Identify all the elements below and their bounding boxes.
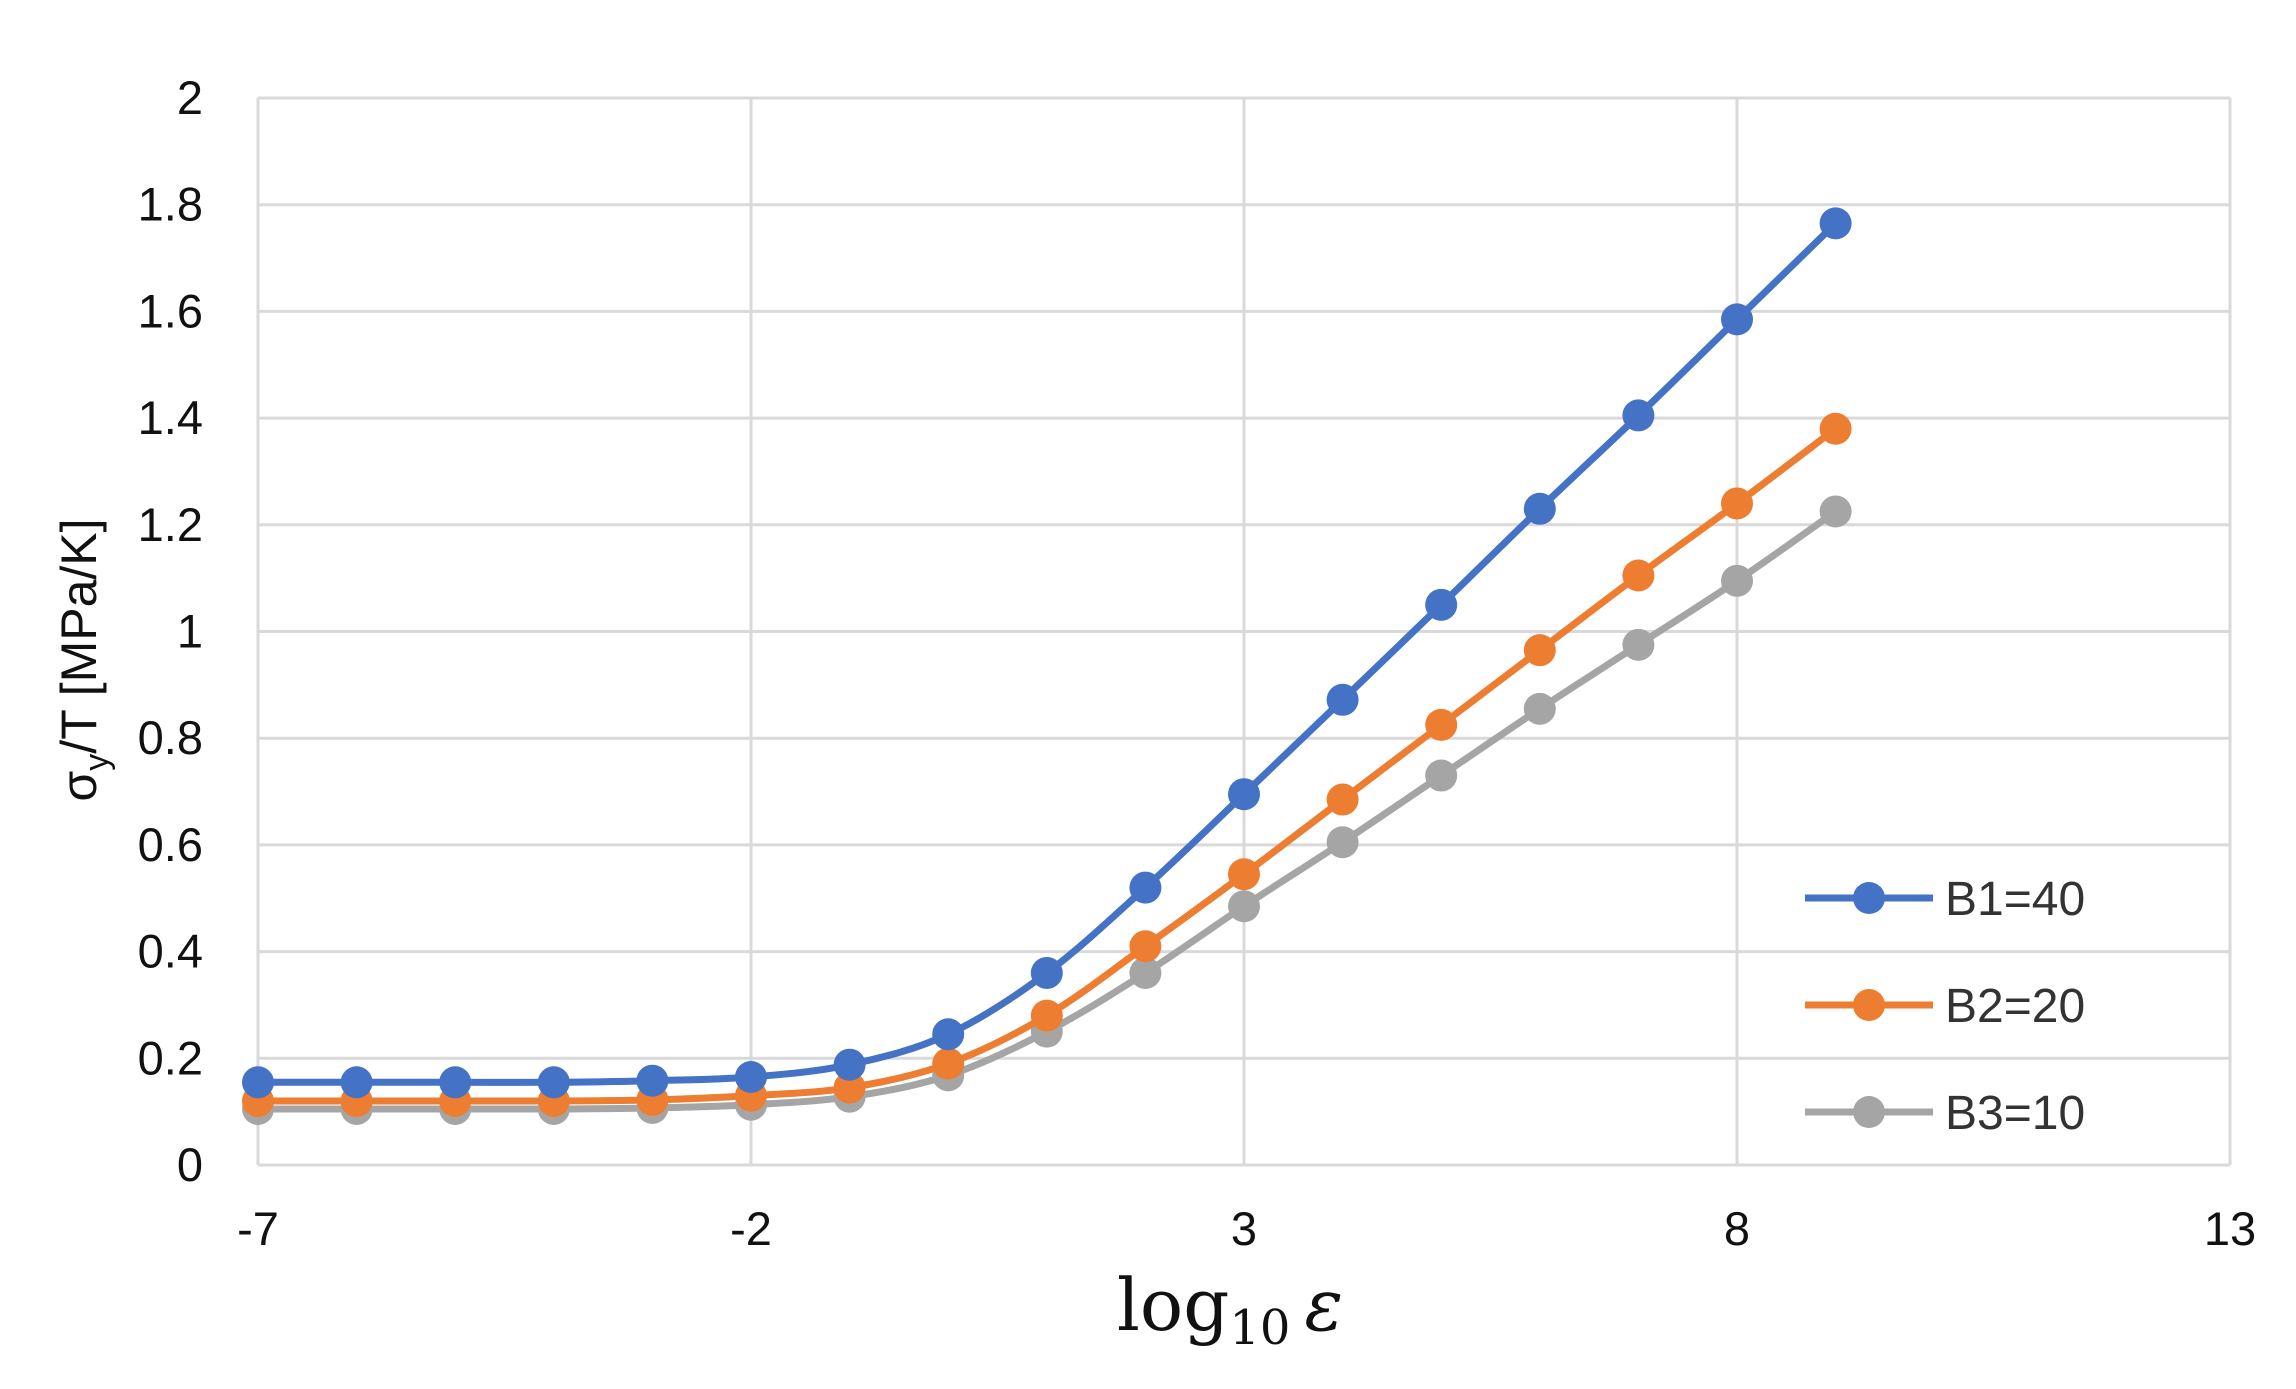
data-point	[1819, 495, 1852, 528]
data-point	[1228, 858, 1260, 891]
data-point	[537, 1066, 570, 1099]
y-tick-label: 0.4	[138, 925, 203, 978]
legend-label: B2=20	[1945, 980, 2085, 1033]
x-tick-label: -7	[237, 1202, 279, 1255]
legend-label: B1=40	[1945, 873, 2085, 926]
data-point	[1425, 588, 1458, 621]
data-point	[1030, 956, 1063, 989]
data-point	[932, 1047, 965, 1080]
data-point	[636, 1064, 669, 1097]
y-tick-label: 1.8	[138, 178, 203, 231]
x-tick-label: 3	[1231, 1202, 1257, 1255]
y-tick-label: 0.8	[138, 711, 203, 764]
data-point	[1228, 778, 1260, 811]
y-tick-label: 1	[177, 605, 203, 658]
legend-item: B3=10	[1805, 1087, 2085, 1140]
data-point	[932, 1018, 965, 1051]
y-axis-title: σy/T [MPa/K]	[51, 518, 116, 801]
data-point	[735, 1060, 767, 1093]
y-tick-label: 0.2	[138, 1031, 203, 1084]
y-tick-label: 1.2	[138, 498, 203, 551]
series-line	[254, 219, 1840, 1086]
data-point	[1030, 999, 1063, 1032]
x-axis-title: log10 ε	[1117, 1263, 1343, 1356]
y-tick-label: 2	[177, 71, 203, 124]
data-point	[340, 1066, 373, 1099]
data-point	[1622, 399, 1655, 432]
data-point	[1326, 783, 1359, 816]
data-point	[1523, 492, 1556, 525]
series-layer	[242, 207, 1852, 1125]
data-point	[1129, 930, 1162, 963]
data-point	[1721, 487, 1753, 520]
data-point	[1425, 708, 1458, 741]
y-axis-title-symbol: σ	[51, 771, 107, 802]
data-point	[833, 1071, 866, 1104]
data-point	[1819, 412, 1852, 445]
data-point	[1326, 826, 1359, 859]
data-point	[1523, 692, 1556, 725]
data-point	[1721, 303, 1753, 336]
axes: 0 0.2 0.4 0.6 0.8 1 1.2 1.4 1.6 1.8 2 -7 -2 3 8 13	[138, 71, 2256, 1255]
data-point	[1622, 559, 1655, 592]
y-tick-label: 0.6	[138, 818, 203, 871]
data-point	[1326, 683, 1359, 716]
data-point	[1819, 207, 1852, 240]
data-point	[1622, 628, 1655, 661]
x-axis-title-variable: ε	[1304, 1263, 1343, 1347]
legend-marker	[1853, 989, 1885, 1021]
data-point	[1425, 759, 1458, 792]
legend-item: B1=40	[1805, 873, 2085, 926]
y-tick-label: 1.6	[138, 284, 203, 337]
legend-item: B2=20	[1805, 980, 2085, 1033]
data-point	[242, 1066, 274, 1099]
data-point	[1721, 564, 1753, 597]
data-point	[1228, 890, 1260, 923]
x-tick-label: 13	[2204, 1202, 2256, 1255]
data-point	[439, 1066, 472, 1099]
legend-marker	[1853, 1096, 1885, 1128]
x-tick-label: 8	[1724, 1202, 1750, 1255]
x-axis-title-subscript: 10	[1229, 1300, 1290, 1356]
data-point	[1129, 956, 1162, 989]
data-point	[1129, 871, 1162, 904]
y-tick-label: 0	[177, 1138, 203, 1191]
series-B1=40	[242, 207, 1852, 1099]
legend-label: B3=10	[1945, 1087, 2085, 1140]
y-axis-title-rest: /T [MPa/K]	[51, 518, 107, 753]
y-axis-title-subscript: y	[78, 754, 116, 771]
gridlines	[256, 96, 2232, 1167]
legend: B1=40 B2=20 B3=10	[1805, 873, 2085, 1140]
series-B2=20	[242, 412, 1852, 1117]
y-tick-label: 1.4	[138, 391, 203, 444]
legend-marker	[1853, 882, 1885, 914]
x-axis-title-base: log	[1117, 1263, 1229, 1347]
data-point	[833, 1048, 866, 1081]
data-point	[1523, 634, 1556, 667]
x-tick-label: -2	[730, 1202, 772, 1255]
